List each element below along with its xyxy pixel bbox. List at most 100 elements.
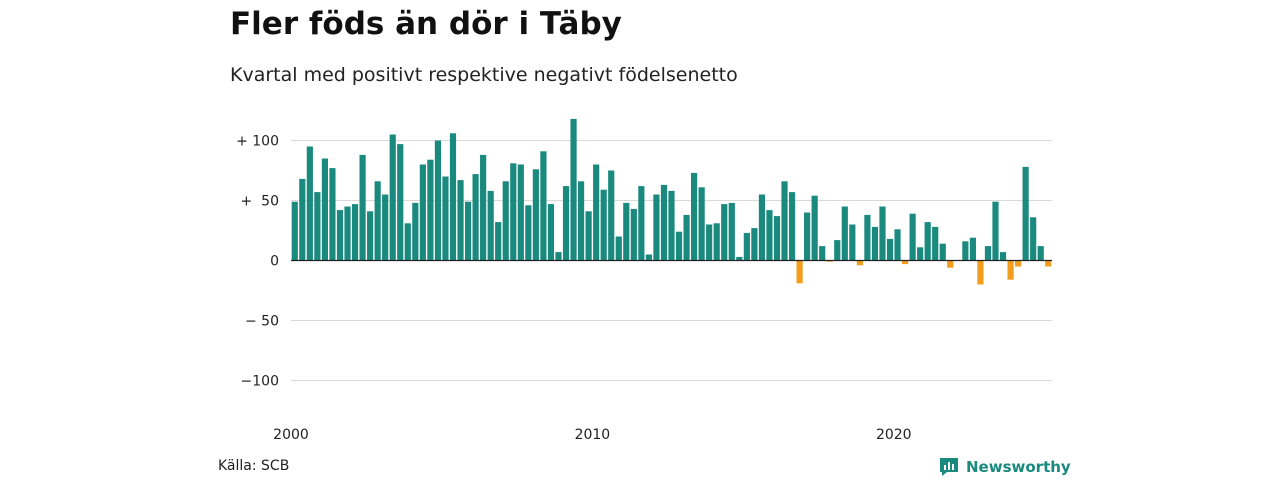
bar-2019-q3 bbox=[879, 207, 885, 261]
bar-2019-q4 bbox=[887, 239, 893, 261]
bar-2007-q3 bbox=[518, 165, 524, 261]
bar-2001-q2 bbox=[329, 168, 335, 260]
bar-2014-q3 bbox=[729, 203, 735, 261]
bar-2018-q2 bbox=[842, 207, 848, 261]
bar-2023-q3 bbox=[1000, 252, 1006, 260]
y-tick-label: − 50 bbox=[245, 314, 279, 330]
bar-2023-q1 bbox=[985, 246, 991, 260]
bar-2010-q3 bbox=[608, 171, 614, 261]
y-axis-ticks: + 100 + 50 0 − 50 −100 bbox=[236, 134, 279, 390]
bar-2002-q2 bbox=[359, 155, 365, 261]
bar-2011-q1 bbox=[623, 203, 629, 261]
bar-2002-q4 bbox=[375, 181, 381, 260]
y-tick-label: + 50 bbox=[241, 194, 279, 210]
bar-2022-q2 bbox=[962, 241, 968, 260]
bar-2006-q4 bbox=[495, 222, 501, 260]
bar-2013-q1 bbox=[683, 215, 689, 261]
bar-2021-q2 bbox=[932, 227, 938, 261]
bar-2011-q3 bbox=[638, 186, 644, 260]
bar-2016-q4 bbox=[797, 261, 803, 284]
bar-2005-q4 bbox=[465, 202, 471, 261]
bar-2018-q1 bbox=[834, 240, 840, 260]
bar-2004-q1 bbox=[412, 203, 418, 261]
bar-2022-q3 bbox=[970, 238, 976, 261]
bar-2016-q2 bbox=[781, 181, 787, 260]
bar-2000-q2 bbox=[299, 179, 305, 261]
bar-2024-q4 bbox=[1038, 246, 1044, 260]
newsworthy-logo-icon bbox=[938, 456, 960, 478]
bar-2023-q4 bbox=[1007, 261, 1013, 280]
bar-2004-q4 bbox=[435, 141, 441, 261]
bar-2010-q2 bbox=[601, 190, 607, 261]
bar-2024-q2 bbox=[1023, 167, 1029, 261]
bar-2015-q3 bbox=[759, 195, 765, 261]
bar-2008-q4 bbox=[555, 252, 561, 260]
bar-2008-q2 bbox=[540, 151, 546, 260]
bar-2003-q2 bbox=[390, 135, 396, 261]
x-axis-ticks: 2000 2010 2020 bbox=[273, 427, 911, 443]
bar-2000-q1 bbox=[292, 202, 298, 261]
bar-2014-q1 bbox=[714, 223, 720, 260]
bar-2024-q3 bbox=[1030, 217, 1036, 260]
bar-2011-q4 bbox=[646, 255, 652, 261]
bar-2019-q2 bbox=[872, 227, 878, 261]
bar-2002-q3 bbox=[367, 211, 373, 260]
bar-2016-q1 bbox=[774, 216, 780, 260]
bar-2003-q3 bbox=[397, 144, 403, 260]
bar-2015-q2 bbox=[751, 228, 757, 260]
bar-2007-q2 bbox=[510, 163, 516, 260]
bar-2017-q1 bbox=[804, 213, 810, 261]
bar-2008-q1 bbox=[533, 169, 539, 260]
y-tick-label: −100 bbox=[241, 374, 279, 390]
bar-2003-q4 bbox=[405, 223, 411, 260]
bar-2016-q3 bbox=[789, 192, 795, 260]
bar-2009-q1 bbox=[563, 186, 569, 260]
bar-2020-q4 bbox=[917, 247, 923, 260]
bar-2005-q1 bbox=[442, 177, 448, 261]
bar-2002-q1 bbox=[352, 204, 358, 260]
x-tick-label: 2010 bbox=[575, 427, 611, 443]
bar-2006-q1 bbox=[473, 174, 479, 260]
bar-2012-q3 bbox=[668, 191, 674, 261]
bar-2007-q4 bbox=[525, 205, 531, 260]
x-tick-label: 2000 bbox=[273, 427, 309, 443]
bar-2001-q3 bbox=[337, 210, 343, 260]
bar-2022-q4 bbox=[977, 261, 983, 285]
bar-2017-q2 bbox=[812, 196, 818, 261]
bar-2023-q2 bbox=[992, 202, 998, 261]
bar-2021-q1 bbox=[925, 222, 931, 260]
bar-2013-q3 bbox=[699, 187, 705, 260]
bar-2020-q1 bbox=[894, 229, 900, 260]
bar-2004-q2 bbox=[420, 165, 426, 261]
bar-2015-q4 bbox=[766, 210, 772, 260]
bar-2005-q2 bbox=[450, 133, 456, 260]
brand-logo: Newsworthy bbox=[938, 456, 1071, 478]
source-note: Källa: SCB bbox=[218, 458, 289, 474]
bar-2015-q1 bbox=[744, 233, 750, 261]
bar-2021-q3 bbox=[940, 244, 946, 261]
y-tick-label: 0 bbox=[270, 254, 279, 270]
bar-2013-q4 bbox=[706, 225, 712, 261]
brand-name: Newsworthy bbox=[966, 458, 1071, 476]
bar-2010-q4 bbox=[616, 237, 622, 261]
bar-2012-q4 bbox=[676, 232, 682, 261]
bar-2017-q3 bbox=[819, 246, 825, 260]
bar-2004-q3 bbox=[427, 160, 433, 261]
bar-2006-q3 bbox=[488, 191, 494, 261]
y-tick-label: + 100 bbox=[236, 134, 279, 150]
bar-2001-q1 bbox=[322, 159, 328, 261]
bar-2003-q1 bbox=[382, 195, 388, 261]
bar-2018-q4 bbox=[857, 261, 863, 266]
bar-2020-q3 bbox=[910, 214, 916, 261]
bar-2021-q4 bbox=[947, 261, 953, 268]
bar-2018-q3 bbox=[849, 225, 855, 261]
bar-2005-q3 bbox=[457, 180, 463, 260]
bar-2024-q1 bbox=[1015, 261, 1021, 267]
bar-2006-q2 bbox=[480, 155, 486, 261]
bar-2025-q1 bbox=[1045, 261, 1051, 267]
bar-chart: + 100+ 500− 50−100 2000 2010 2020 bbox=[0, 0, 1280, 480]
bar-2009-q3 bbox=[578, 181, 584, 260]
bar-2000-q3 bbox=[307, 147, 313, 261]
bar-2001-q4 bbox=[344, 207, 350, 261]
bar-2012-q2 bbox=[661, 185, 667, 261]
